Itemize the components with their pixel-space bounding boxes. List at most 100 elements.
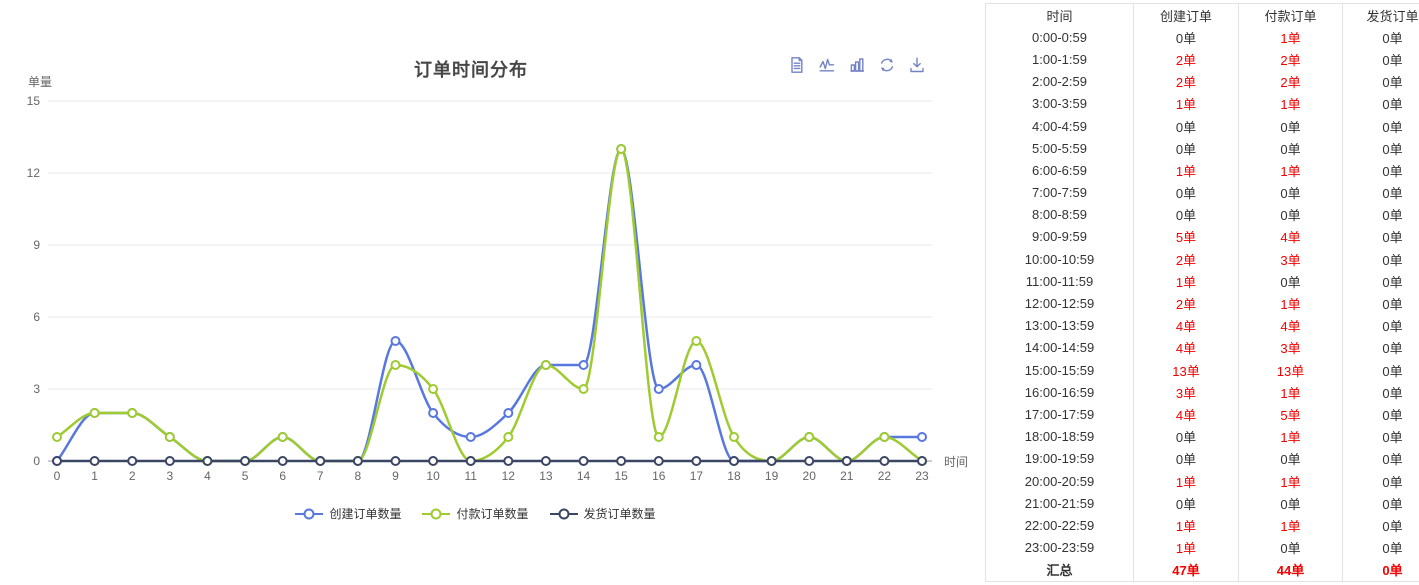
time-cell: 12:00-12:59: [1024, 296, 1095, 312]
table-row: 9:00-9:59 5单 4单 0单: [986, 225, 1419, 249]
data-point-marker[interactable]: [390, 456, 401, 466]
count-cell: 0单: [1238, 137, 1343, 160]
svg-text:22: 22: [878, 469, 892, 483]
line-chart-toggle-icon[interactable]: [817, 55, 837, 75]
data-point-marker[interactable]: [917, 432, 928, 442]
table-row: 23:00-23:59 1单 0单 0单: [986, 536, 1419, 559]
data-point-marker[interactable]: [240, 456, 251, 466]
data-point-marker[interactable]: [164, 432, 175, 442]
data-point-marker[interactable]: [503, 432, 514, 442]
data-view-icon[interactable]: [787, 55, 807, 75]
bar-chart-toggle-icon[interactable]: [847, 55, 867, 75]
save-image-icon[interactable]: [907, 55, 927, 75]
data-point-marker[interactable]: [804, 432, 815, 442]
count-cell: 1单: [1133, 92, 1239, 115]
data-point-marker[interactable]: [653, 456, 664, 466]
data-point-marker[interactable]: [315, 456, 326, 466]
time-cell: 16:00-16:59: [1024, 384, 1095, 400]
data-point-marker[interactable]: [766, 456, 777, 466]
table-row: 3:00-3:59 1单 1单 0单: [986, 92, 1419, 115]
data-point-marker[interactable]: [465, 432, 476, 442]
legend-item[interactable]: 创建订单数量: [294, 505, 401, 522]
summary-row: 汇总 47单 44单 0单: [986, 558, 1419, 582]
data-point-marker[interactable]: [390, 336, 401, 346]
count-cell: 4单: [1238, 314, 1343, 337]
count-cell: 0单: [1342, 203, 1419, 226]
count-cell: 0单: [1342, 359, 1419, 382]
data-point-marker[interactable]: [277, 456, 288, 466]
column-header: 付款订单: [1238, 3, 1343, 27]
data-point-marker[interactable]: [578, 360, 589, 370]
summary-label: 汇总: [1046, 563, 1073, 579]
data-point-marker[interactable]: [653, 384, 664, 394]
count-cell: 0单: [1342, 114, 1419, 138]
data-point-marker[interactable]: [578, 456, 589, 466]
data-point-marker[interactable]: [277, 432, 288, 442]
time-cell: 17:00-17:59: [1024, 406, 1095, 422]
count-cell: 0单: [1342, 270, 1419, 293]
count-cell: 0单: [1342, 469, 1419, 493]
data-point-marker[interactable]: [616, 144, 627, 154]
data-point-marker[interactable]: [52, 456, 62, 466]
data-point-marker[interactable]: [691, 360, 702, 370]
data-point-marker[interactable]: [89, 408, 100, 418]
count-cell: 0单: [1342, 248, 1419, 271]
count-cell: 1单: [1133, 469, 1239, 493]
data-point-marker[interactable]: [127, 408, 138, 418]
legend-label: 付款订单数量: [456, 507, 529, 521]
data-point-marker[interactable]: [879, 432, 890, 442]
count-cell: 0单: [1133, 137, 1239, 160]
data-point-marker[interactable]: [164, 456, 175, 466]
count-cell: 0单: [1133, 203, 1239, 226]
data-point-marker[interactable]: [202, 456, 213, 466]
series-line: [56, 147, 923, 463]
restore-icon[interactable]: [877, 55, 897, 75]
data-point-marker[interactable]: [578, 384, 589, 394]
data-point-marker[interactable]: [728, 456, 739, 466]
table-row: 10:00-10:59 2单 3单 0单: [986, 248, 1419, 271]
svg-text:7: 7: [317, 469, 324, 483]
data-point-marker[interactable]: [465, 456, 476, 466]
svg-text:0: 0: [54, 469, 61, 483]
table-row: 8:00-8:59 0单 0单 0单: [986, 203, 1419, 226]
count-cell: 1单: [1238, 514, 1343, 537]
data-point-marker[interactable]: [127, 456, 138, 466]
svg-text:3: 3: [166, 469, 173, 483]
column-header: 发货订单: [1342, 3, 1419, 27]
data-point-marker[interactable]: [503, 408, 514, 418]
time-cell: 22:00-22:59: [1024, 517, 1095, 533]
table-row: 7:00-7:59 0单 0单 0单: [986, 181, 1419, 204]
svg-text:10: 10: [426, 469, 440, 483]
legend-item[interactable]: 发货订单数量: [549, 505, 656, 522]
data-point-marker[interactable]: [841, 456, 852, 466]
data-point-marker[interactable]: [428, 384, 439, 394]
svg-text:3: 3: [33, 382, 40, 396]
data-point-marker[interactable]: [691, 336, 702, 346]
count-cell: 0单: [1342, 159, 1419, 182]
data-point-marker[interactable]: [691, 456, 702, 466]
table-row: 21:00-21:59 0单 0单 0单: [986, 492, 1419, 515]
data-point-marker[interactable]: [89, 456, 100, 466]
data-point-marker[interactable]: [52, 432, 62, 442]
data-point-marker[interactable]: [804, 456, 815, 466]
data-point-marker[interactable]: [352, 456, 363, 466]
data-point-marker[interactable]: [540, 456, 551, 466]
legend-item[interactable]: 付款订单数量: [421, 505, 529, 522]
data-point-marker[interactable]: [540, 360, 551, 370]
count-cell: 0单: [1342, 292, 1419, 315]
data-point-marker[interactable]: [616, 456, 627, 466]
data-point-marker[interactable]: [879, 456, 890, 466]
data-point-marker[interactable]: [428, 456, 439, 466]
count-cell: 4单: [1133, 403, 1239, 426]
data-point-marker[interactable]: [428, 408, 439, 418]
data-point-marker[interactable]: [503, 456, 514, 466]
data-point-marker[interactable]: [728, 432, 739, 442]
data-point-marker[interactable]: [653, 432, 664, 442]
count-cell: 2单: [1133, 292, 1239, 315]
table-row: 0:00-0:59 0单 1单 0单: [986, 26, 1419, 49]
svg-text:21: 21: [840, 469, 854, 483]
data-point-marker[interactable]: [390, 360, 401, 370]
data-point-marker[interactable]: [917, 456, 928, 466]
count-cell: 13单: [1133, 359, 1239, 382]
